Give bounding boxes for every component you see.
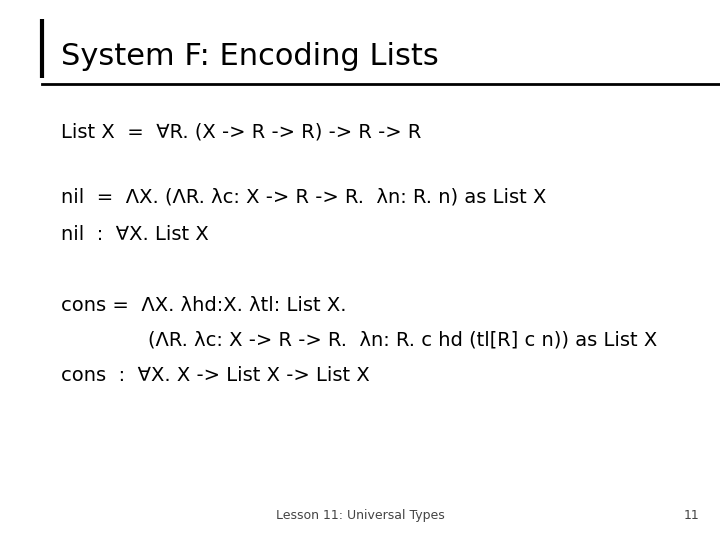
Text: cons =  ΛX. λhd:X. λtl: List X.: cons = ΛX. λhd:X. λtl: List X.: [61, 295, 347, 315]
Text: (ΛR. λc: X -> R -> R.  λn: R. c hd (tl[R] c n)) as List X: (ΛR. λc: X -> R -> R. λn: R. c hd (tl[R]…: [148, 330, 657, 350]
Text: List X  =  ∀R. (X -> R -> R) -> R -> R: List X = ∀R. (X -> R -> R) -> R -> R: [61, 123, 422, 142]
Text: cons  :  ∀X. X -> List X -> List X: cons : ∀X. X -> List X -> List X: [61, 366, 370, 385]
Text: 11: 11: [684, 509, 700, 522]
Text: nil  :  ∀X. List X: nil : ∀X. List X: [61, 225, 209, 245]
Text: nil  =  ΛX. (ΛR. λc: X -> R -> R.  λn: R. n) as List X: nil = ΛX. (ΛR. λc: X -> R -> R. λn: R. n…: [61, 187, 546, 207]
Text: Lesson 11: Universal Types: Lesson 11: Universal Types: [276, 509, 444, 522]
Text: System F: Encoding Lists: System F: Encoding Lists: [61, 42, 439, 71]
